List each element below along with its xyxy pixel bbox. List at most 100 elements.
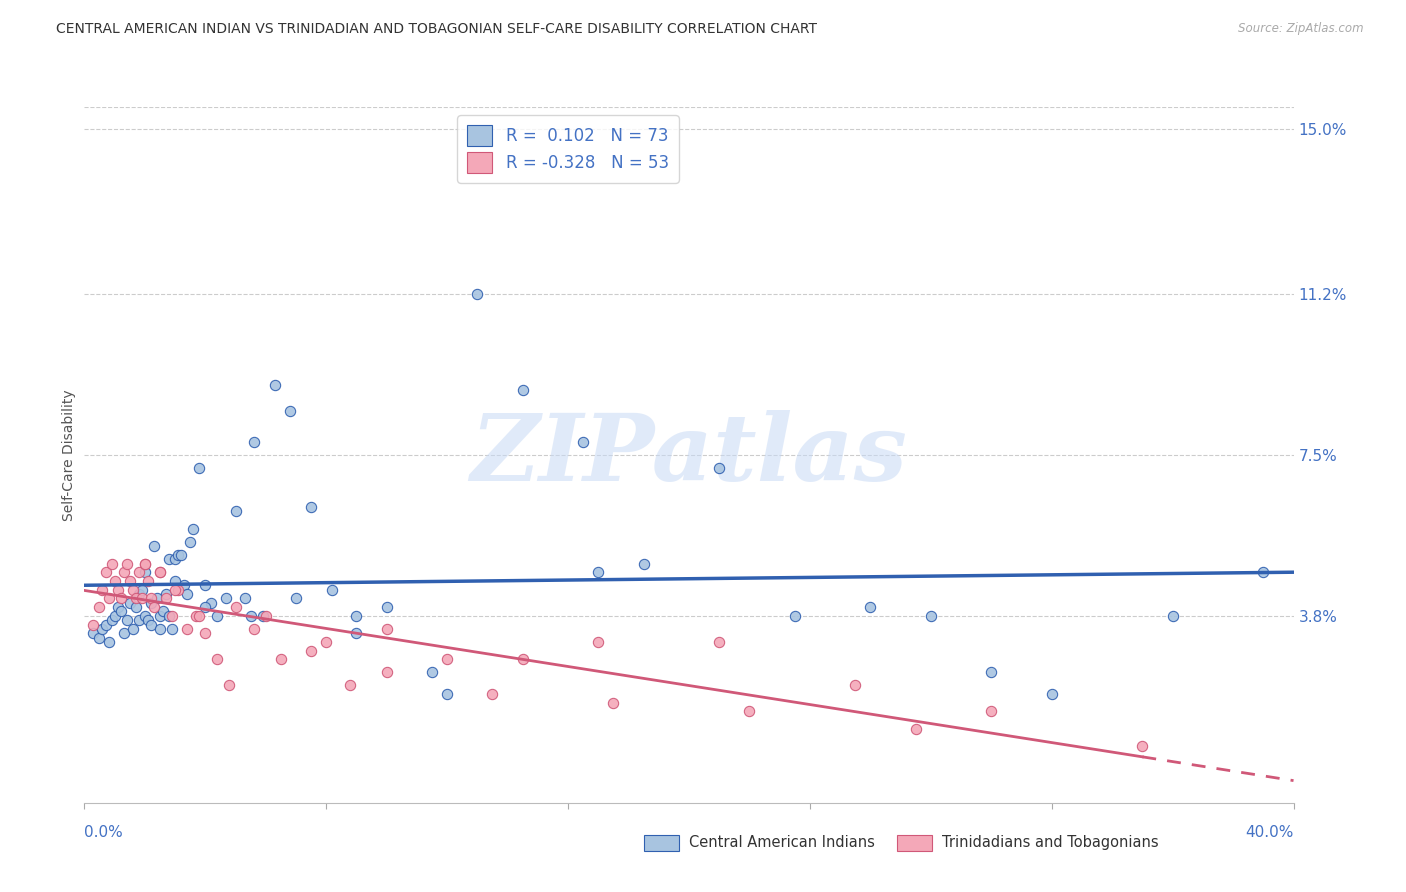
Point <box>110 605 132 619</box>
Text: Source: ZipAtlas.com: Source: ZipAtlas.com <box>1239 22 1364 36</box>
Point <box>285 591 308 606</box>
Point <box>100 613 122 627</box>
Point <box>233 591 256 606</box>
Point <box>194 626 217 640</box>
Point <box>149 566 172 580</box>
Point <box>155 591 177 606</box>
Point <box>188 461 211 475</box>
Point <box>89 631 111 645</box>
Point <box>420 665 443 680</box>
Point <box>134 557 156 571</box>
Point <box>128 587 150 601</box>
Point <box>118 574 141 588</box>
Point <box>134 557 156 571</box>
Point <box>194 600 217 615</box>
Text: 0.0%: 0.0% <box>84 825 124 840</box>
Point <box>1253 566 1275 580</box>
Point <box>218 678 240 692</box>
Point <box>152 605 174 619</box>
Point <box>859 600 882 615</box>
Point <box>131 582 153 597</box>
Point <box>738 705 761 719</box>
Point <box>207 652 229 666</box>
Point <box>136 574 159 588</box>
Point <box>160 608 183 623</box>
Point <box>142 539 165 553</box>
Point <box>91 622 114 636</box>
Point <box>225 504 247 518</box>
Point <box>118 596 141 610</box>
Point <box>149 622 172 636</box>
Point <box>481 687 503 701</box>
Point <box>1130 739 1153 754</box>
Point <box>128 566 150 580</box>
Point <box>97 591 120 606</box>
Point <box>315 635 337 649</box>
Point <box>179 534 201 549</box>
Point <box>139 596 162 610</box>
Point <box>170 548 193 562</box>
Point <box>980 665 1002 680</box>
Text: 40.0%: 40.0% <box>1246 825 1294 840</box>
Text: Central American Indians: Central American Indians <box>689 836 875 850</box>
Point <box>155 587 177 601</box>
Point <box>165 552 187 566</box>
Point <box>1040 687 1063 701</box>
Point <box>602 696 624 710</box>
Point <box>844 678 866 692</box>
Point <box>121 582 143 597</box>
Point <box>125 591 148 606</box>
Point <box>980 705 1002 719</box>
Point <box>167 582 190 597</box>
Point <box>167 548 190 562</box>
Point <box>239 608 262 623</box>
Point <box>375 665 398 680</box>
Point <box>436 687 458 701</box>
Point <box>94 566 117 580</box>
Point <box>709 635 731 649</box>
Point <box>194 578 217 592</box>
Point <box>436 652 458 666</box>
Point <box>375 600 398 615</box>
Point <box>94 617 117 632</box>
Point <box>254 608 277 623</box>
Point <box>115 613 138 627</box>
Point <box>160 622 183 636</box>
Point <box>157 552 180 566</box>
Point <box>112 626 135 640</box>
Point <box>176 587 198 601</box>
Point <box>207 608 229 623</box>
Point <box>139 591 162 606</box>
Point <box>173 578 195 592</box>
Point <box>149 566 172 580</box>
Point <box>91 582 114 597</box>
Point <box>157 608 180 623</box>
Point <box>375 622 398 636</box>
Point <box>188 608 211 623</box>
Y-axis label: Self-Care Disability: Self-Care Disability <box>62 389 76 521</box>
Point <box>139 617 162 632</box>
Point <box>146 591 169 606</box>
Point <box>165 582 187 597</box>
Point <box>112 566 135 580</box>
Point <box>121 622 143 636</box>
Point <box>104 608 127 623</box>
Point <box>512 652 534 666</box>
Point <box>104 574 127 588</box>
Point <box>107 600 129 615</box>
Point <box>82 617 104 632</box>
Point <box>149 608 172 623</box>
Point <box>186 608 208 623</box>
Point <box>125 600 148 615</box>
Point <box>299 500 322 514</box>
Point <box>181 522 204 536</box>
Point <box>339 678 361 692</box>
Point <box>134 566 156 580</box>
Point <box>200 596 222 610</box>
Point <box>920 608 942 623</box>
Point <box>512 383 534 397</box>
Point <box>263 378 285 392</box>
Point <box>107 582 129 597</box>
Point <box>176 622 198 636</box>
Point <box>115 557 138 571</box>
